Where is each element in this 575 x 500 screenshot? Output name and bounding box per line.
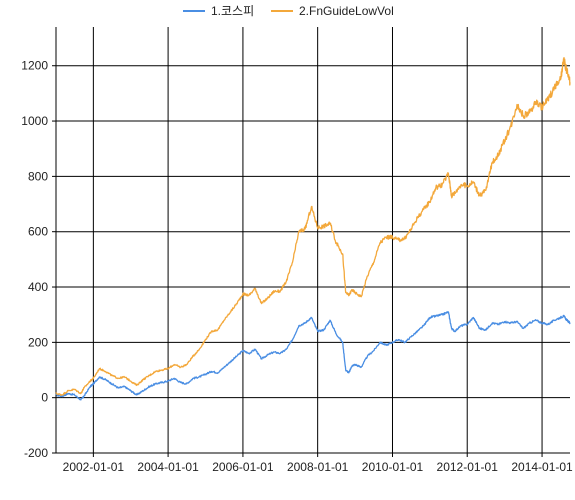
y-tick-label: 1000 — [21, 114, 48, 128]
x-tick-label: 2002-01-01 — [63, 460, 125, 474]
x-tick-label: 2006-01-01 — [212, 460, 274, 474]
grid — [56, 27, 570, 454]
axes: -200 0 200 400 600 800 1000 1200 2002-01-01 2004-… — [21, 27, 573, 474]
y-tick-label: 600 — [28, 225, 48, 239]
x-tick-label: 2010-01-01 — [362, 460, 424, 474]
legend: 1.코스피 2.FnGuideLowVol — [183, 4, 394, 18]
series-line-2 — [55, 56, 571, 396]
x-tick-label: 2012-01-01 — [437, 460, 499, 474]
y-tick-label: 200 — [28, 335, 48, 349]
y-tick-label: 400 — [28, 280, 48, 294]
series-line-1 — [55, 311, 571, 401]
y-tick-label: 800 — [28, 169, 48, 183]
x-tick-label: 2004-01-01 — [137, 460, 199, 474]
series-lines — [55, 56, 571, 401]
x-tick-label: 2014-01-01 — [511, 460, 573, 474]
legend-label-1: 1.코스피 — [211, 4, 254, 18]
legend-label-2: 2.FnGuideLowVol — [299, 4, 394, 18]
y-tick-label: 0 — [41, 391, 48, 405]
x-tick-label: 2008-01-01 — [287, 460, 349, 474]
y-tick-label: 1200 — [21, 59, 48, 73]
y-tick-label: -200 — [24, 446, 48, 460]
